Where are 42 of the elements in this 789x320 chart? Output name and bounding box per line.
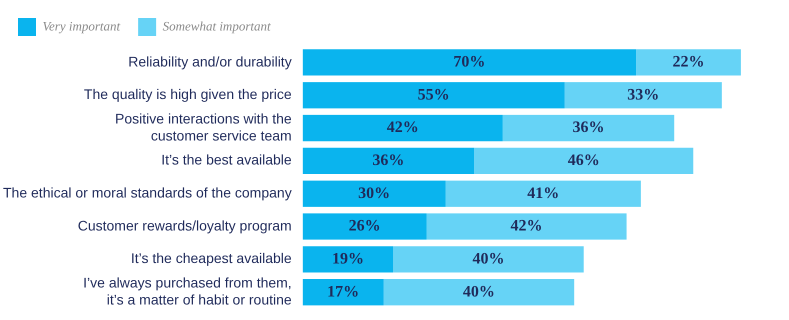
data-label: 22% <box>672 54 705 71</box>
bar <box>393 246 584 272</box>
bar <box>302 49 636 76</box>
data-label: 40% <box>472 250 504 268</box>
y-tick-label: The ethical or moral standards of the company <box>3 184 292 201</box>
data-label: 40% <box>462 283 495 300</box>
bar <box>302 148 474 174</box>
data-label: 42% <box>510 218 543 235</box>
data-label: 33% <box>627 86 660 104</box>
bar <box>474 148 694 174</box>
y-tick-label: Positive interactions with the customer service team <box>115 110 292 144</box>
legend-label: Somewhat important <box>162 18 271 34</box>
data-label: 70% <box>453 54 486 71</box>
data-label: 36% <box>372 152 404 170</box>
data-label: 30% <box>358 184 390 202</box>
y-tick-label: I’ve always purchased from them, it’s a matter of habit or routine <box>83 274 292 308</box>
bar <box>384 279 574 306</box>
bar <box>564 82 722 108</box>
data-label: 26% <box>348 218 381 235</box>
bar <box>302 114 503 142</box>
data-label: 42% <box>386 119 419 136</box>
legend-label: Very important <box>42 18 121 34</box>
data-label: 19% <box>332 250 364 268</box>
bar <box>302 213 427 240</box>
data-label: 36% <box>572 119 604 136</box>
data-label: 55% <box>418 86 450 104</box>
data-label: 46% <box>568 152 600 170</box>
y-tick-label: Customer rewards/loyalty program <box>78 217 292 234</box>
bar <box>446 180 641 207</box>
y-tick-label: The quality is high given the price <box>84 86 292 102</box>
bar <box>302 246 394 272</box>
bar <box>502 114 674 142</box>
bar <box>426 213 627 240</box>
bar <box>636 49 741 76</box>
y-tick-label: It’s the best available <box>161 152 292 168</box>
bar <box>302 180 446 207</box>
bar <box>302 279 384 306</box>
y-tick-label: It’s the cheapest available <box>130 250 292 266</box>
y-tick-label: Reliability and/or durability <box>128 53 292 70</box>
bar <box>302 82 565 108</box>
data-label: 41% <box>527 184 560 202</box>
data-label: 17% <box>327 283 360 300</box>
